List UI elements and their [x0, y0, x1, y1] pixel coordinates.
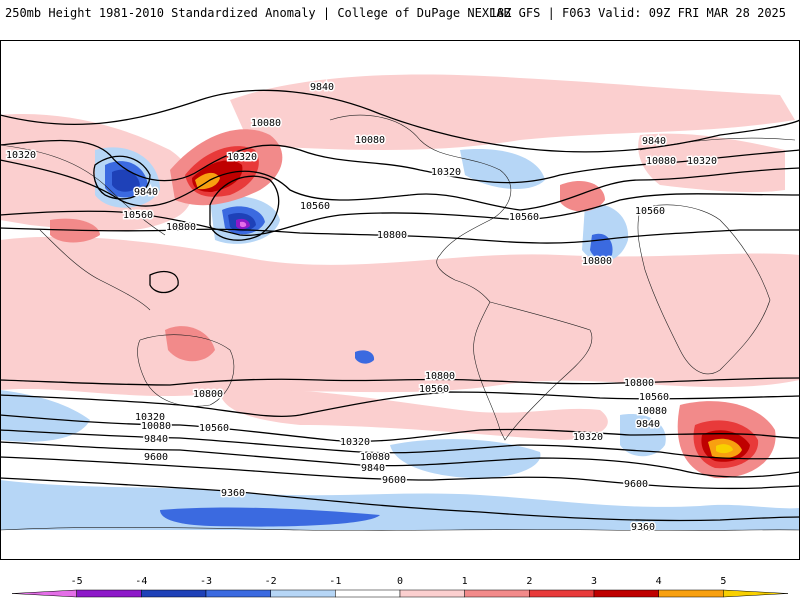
contour-label: 10080: [141, 421, 171, 432]
colorbar-tick-label: 2: [526, 576, 532, 587]
contour-label: 10800: [166, 222, 196, 233]
contour-label: 10800: [582, 256, 612, 267]
contour-10800-north: [0, 227, 800, 244]
contour-label: 10320: [687, 156, 717, 167]
contour-label: 9360: [221, 488, 245, 499]
contour-label: 9360: [631, 522, 655, 533]
colorbar-tick-label: 0: [397, 576, 403, 587]
colorbar-tick-label: -2: [265, 576, 277, 587]
colorbar-ticks: -5 -4 -3 -2 -1 0 1 2 3 4 5: [71, 576, 727, 587]
negative-anomaly-southern-west: [0, 390, 90, 442]
colorbar-swatch: [399, 589, 465, 598]
contour-10320-north: [0, 159, 800, 211]
negative-anomaly-north-atlantic: [460, 149, 545, 190]
coast-north-america: [329, 114, 512, 303]
contour-label: 10560: [300, 201, 330, 212]
contour-10800-south: [0, 377, 800, 386]
model-run-info: 18Z GFS | F063 Valid: 09Z FRI MAR 28 202…: [489, 6, 786, 20]
contour-10560-north: [0, 193, 800, 236]
colorbar-swatch: [593, 589, 659, 598]
contour-label: 9600: [624, 479, 648, 490]
contour-label: 10080: [355, 135, 385, 146]
contour-label: 9840: [144, 434, 168, 445]
contour-label: 10560: [419, 384, 449, 395]
colorbar-tick-label: -1: [329, 576, 341, 587]
colorbar-tick-label: -3: [200, 576, 212, 587]
anomaly-colorbar: -5 -4 -3 -2 -1 0 1 2 3 4 5: [11, 576, 789, 598]
coast-africa-europe: [637, 204, 771, 375]
colorbar-swatch: [529, 589, 595, 598]
contour-label: 9840: [134, 187, 158, 198]
coastlines: [0, 114, 800, 532]
colorbar-swatch: [464, 589, 530, 598]
contour-9600-south: [0, 456, 800, 490]
contour-label: 10320: [6, 150, 36, 161]
colorbar-swatch: [723, 589, 789, 598]
positive-anomaly-europe: [638, 133, 785, 193]
positive-core-south-atlantic: [560, 180, 605, 212]
contour-label: 9840: [636, 419, 660, 430]
positive-anomaly-southern: [220, 389, 608, 440]
colorbar-swatch: [335, 589, 401, 598]
colorbar-tick-label: 4: [656, 576, 662, 587]
colorbar-tick-label: -5: [71, 576, 83, 587]
positive-anomaly-north-pacific: [230, 74, 795, 150]
contour-label: 10800: [624, 378, 654, 389]
contour-label: 10560: [123, 210, 153, 221]
contour-label: 10320: [135, 412, 165, 423]
contour-9840-closed: [93, 155, 151, 200]
contour-10560-south: [0, 391, 800, 417]
contour-pacific-closed-low: [209, 175, 280, 241]
contour-10320-south: [0, 414, 800, 442]
contour-label: 10080: [360, 452, 390, 463]
coast-antarctica: [0, 526, 800, 532]
colorbar-swatch: [11, 589, 77, 598]
coast-south-america: [473, 301, 593, 441]
height-contours: [0, 89, 800, 522]
colorbar-tick-label: 3: [591, 576, 597, 587]
colorbar-swatches: [11, 589, 789, 598]
colorbar-swatch: [658, 589, 724, 598]
contour-label: 10320: [431, 167, 461, 178]
map-panel: 9840 10080 10320 10320 9840 10560 10800 …: [0, 40, 800, 560]
colorbar-tick-label: 1: [462, 576, 468, 587]
contour-label: 9840: [642, 136, 666, 147]
colorbar-swatch: [76, 589, 142, 598]
colorbar-swatch: [141, 589, 207, 598]
contour-label: 10560: [635, 206, 665, 217]
contour-9840-north: [0, 89, 800, 153]
contour-10080-south: [0, 429, 800, 460]
anomaly-shading: [0, 74, 800, 530]
contour-label: 10800: [377, 230, 407, 241]
positive-anomaly-tropics: [0, 236, 800, 397]
contour-label: 10320: [227, 152, 257, 163]
contour-9840-south: [0, 441, 800, 478]
coast-southeast-asia: [39, 229, 151, 311]
contour-label: 10320: [573, 432, 603, 443]
colorbar-swatch: [270, 589, 336, 598]
contour-label: 10320: [340, 437, 370, 448]
contour-label: 9840: [361, 463, 385, 474]
contour-label: 10080: [251, 118, 281, 129]
colorbar-swatch: [205, 589, 271, 598]
contour-label: 10800: [425, 371, 455, 382]
map-title: 250mb Height 1981-2010 Standardized Anom…: [5, 6, 511, 20]
contour-9360-south: [0, 477, 800, 522]
contour-label: 10560: [639, 392, 669, 403]
contour-label: 10800: [193, 389, 223, 400]
contour-label: 9600: [144, 452, 168, 463]
contour-label: 10080: [646, 156, 676, 167]
contour-label: 9840: [310, 82, 334, 93]
negative-anomaly-southern-mid: [390, 439, 541, 479]
coast-australia: [137, 334, 235, 407]
contour-labels: 9840 10080 10320 10320 9840 10560 10800 …: [4, 81, 718, 535]
contour-label: 9600: [382, 475, 406, 486]
colorbar-tick-label: 5: [720, 576, 726, 587]
contour-10080-north: [0, 139, 800, 184]
contour-label: 10560: [199, 423, 229, 434]
contour-label: 10080: [637, 406, 667, 417]
contour-label: 10560: [509, 212, 539, 223]
colorbar-tick-label: -4: [135, 576, 147, 587]
contour-10800-closed: [149, 271, 179, 294]
